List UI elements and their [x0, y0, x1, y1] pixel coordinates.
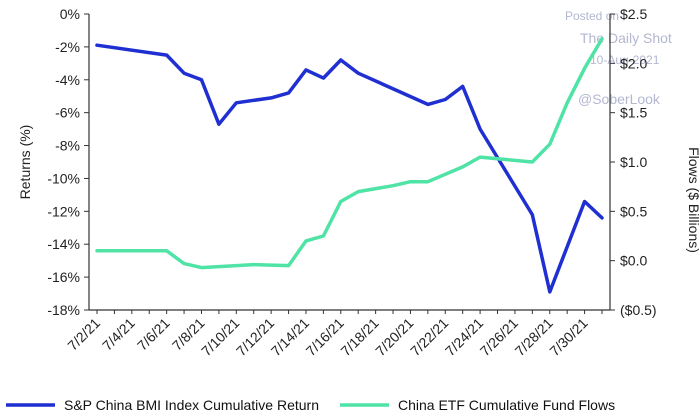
legend-label-flows: China ETF Cumulative Fund Flows — [398, 397, 615, 413]
x-tick-label: 7/6/21 — [134, 315, 173, 354]
x-tick-label: 7/30/21 — [546, 315, 590, 359]
x-tick-label: 7/12/21 — [233, 315, 277, 359]
left-axis-title: Returns (%) — [17, 125, 33, 200]
watermark-line-2: The Daily Shot — [580, 30, 672, 46]
right-tick-label: $2.0 — [620, 55, 647, 71]
x-tick-label: 7/26/21 — [477, 315, 521, 359]
left-tick-label: -18% — [47, 302, 80, 318]
right-tick-label: $2.5 — [620, 6, 647, 22]
left-tick-label: -14% — [47, 236, 80, 252]
x-tick-label: 7/18/21 — [337, 315, 381, 359]
right-tick-label: ($0.5) — [620, 302, 657, 318]
left-tick-label: -10% — [47, 170, 80, 186]
x-tick-label: 7/16/21 — [303, 315, 347, 359]
right-tick-label: $1.0 — [620, 154, 647, 170]
left-tick-label: -2% — [55, 39, 80, 55]
x-tick-label: 7/20/21 — [372, 315, 416, 359]
watermark: Posted on The Daily Shot 10-Aug-2021 @So… — [565, 9, 672, 107]
watermark-line-3: 10-Aug-2021 — [590, 53, 660, 67]
right-tick-label: $0.0 — [620, 253, 647, 269]
left-tick-label: 0% — [60, 6, 80, 22]
x-tick-label: 7/22/21 — [407, 315, 451, 359]
legend: S&P China BMI Index Cumulative Return Ch… — [6, 397, 615, 413]
series-line-return — [95, 43, 604, 294]
legend-label-return: S&P China BMI Index Cumulative Return — [64, 397, 319, 413]
left-tick-label: -12% — [47, 203, 80, 219]
watermark-line-4: @SoberLook — [578, 91, 661, 107]
series-line-flows — [95, 36, 604, 270]
right-tick-label: $1.5 — [620, 105, 647, 121]
x-tick-label: 7/28/21 — [512, 315, 556, 359]
right-tick-label: $0.5 — [620, 203, 647, 219]
left-tick-label: -8% — [55, 138, 80, 154]
x-tick-label: 7/14/21 — [268, 315, 312, 359]
left-tick-label: -16% — [47, 269, 80, 285]
x-tick-label: 7/24/21 — [442, 315, 486, 359]
left-tick-label: -4% — [55, 72, 80, 88]
right-axis-title: Flows ($ Billions) — [686, 147, 700, 253]
left-axis-ticks: 0% -2% -4% -6% -8% -10% -12% -14% -16% -18% — [47, 6, 89, 318]
x-tick-label: 7/10/21 — [198, 315, 242, 359]
right-axis-ticks: $2.5 $2.0 $1.5 $1.0 $0.5 $0.0 ($0.5) — [610, 6, 657, 318]
x-tick-label: 7/4/21 — [99, 315, 138, 354]
x-tick-label: 7/2/21 — [64, 315, 103, 354]
watermark-line-1: Posted on — [565, 9, 619, 23]
series-group — [95, 36, 604, 294]
x-axis-ticks: 7/2/217/4/217/6/217/8/217/10/217/12/217/… — [64, 310, 603, 359]
left-tick-label: -6% — [55, 105, 80, 121]
